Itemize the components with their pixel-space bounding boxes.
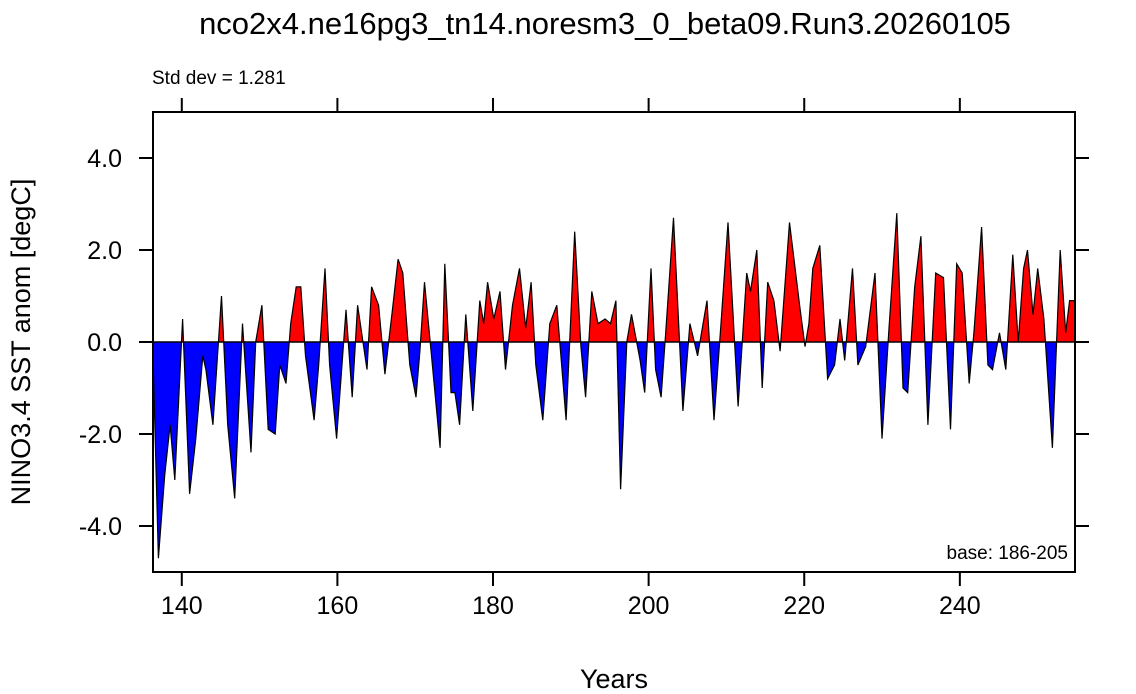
x-axis-label: Years: [580, 664, 648, 694]
positive-area: [153, 213, 1075, 342]
x-tick-label: 200: [628, 592, 670, 620]
y-tick-label: -2.0: [79, 421, 122, 449]
series-line: [152, 213, 1075, 559]
y-axis-label: NINO3.4 SST anom [degC]: [6, 179, 36, 506]
y-tick-label: 0.0: [87, 329, 122, 357]
x-tick-label: 140: [161, 592, 203, 620]
y-tick-label: 4.0: [87, 145, 122, 173]
chart-title: nco2x4.ne16pg3_tn14.noresm3_0_beta09.Run…: [199, 6, 1011, 41]
x-tick-label: 240: [939, 592, 981, 620]
std-dev-annotation: Std dev = 1.281: [152, 68, 286, 89]
negative-area: [153, 342, 1075, 559]
y-tick-label: -4.0: [79, 513, 122, 541]
x-tick-label: 220: [783, 592, 825, 620]
y-tick-label: 2.0: [87, 237, 122, 265]
x-tick-label: 160: [317, 592, 359, 620]
x-tick-label: 180: [472, 592, 514, 620]
base-annotation: base: 186-205: [947, 543, 1069, 564]
